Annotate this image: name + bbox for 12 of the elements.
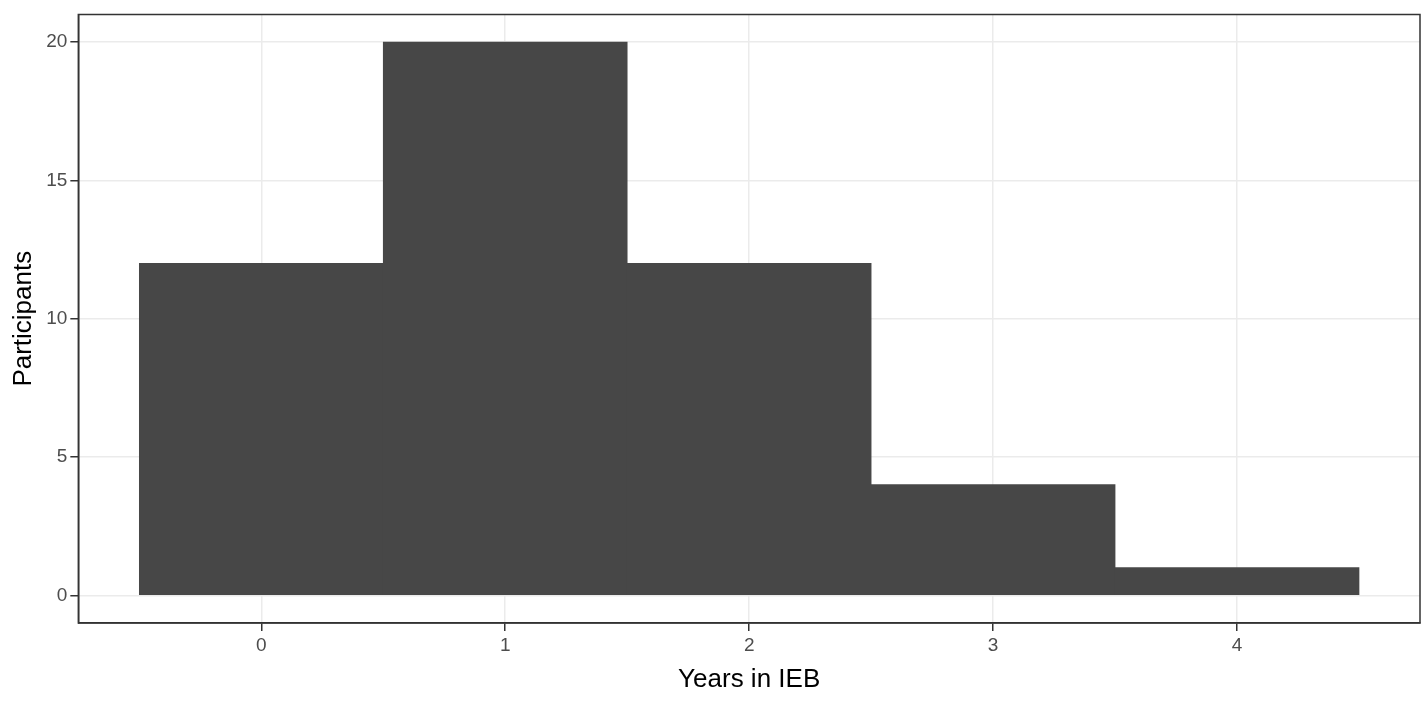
y-tick-label: 20	[46, 30, 68, 52]
y-tick-label: 10	[46, 306, 68, 328]
x-tick-label: 2	[743, 633, 755, 655]
x-tick-label: 0	[256, 633, 267, 655]
x-tick-label: 3	[987, 633, 999, 655]
y-axis-title: Participants	[6, 250, 37, 387]
y-tick-label: 0	[56, 583, 68, 605]
y-tick-label: 5	[56, 445, 68, 467]
x-tick-label: 1	[499, 633, 511, 655]
y-tick-label: 15	[46, 168, 68, 190]
x-tick-label: 4	[1231, 633, 1243, 655]
x-axis-title: Years in IEB	[678, 662, 821, 693]
